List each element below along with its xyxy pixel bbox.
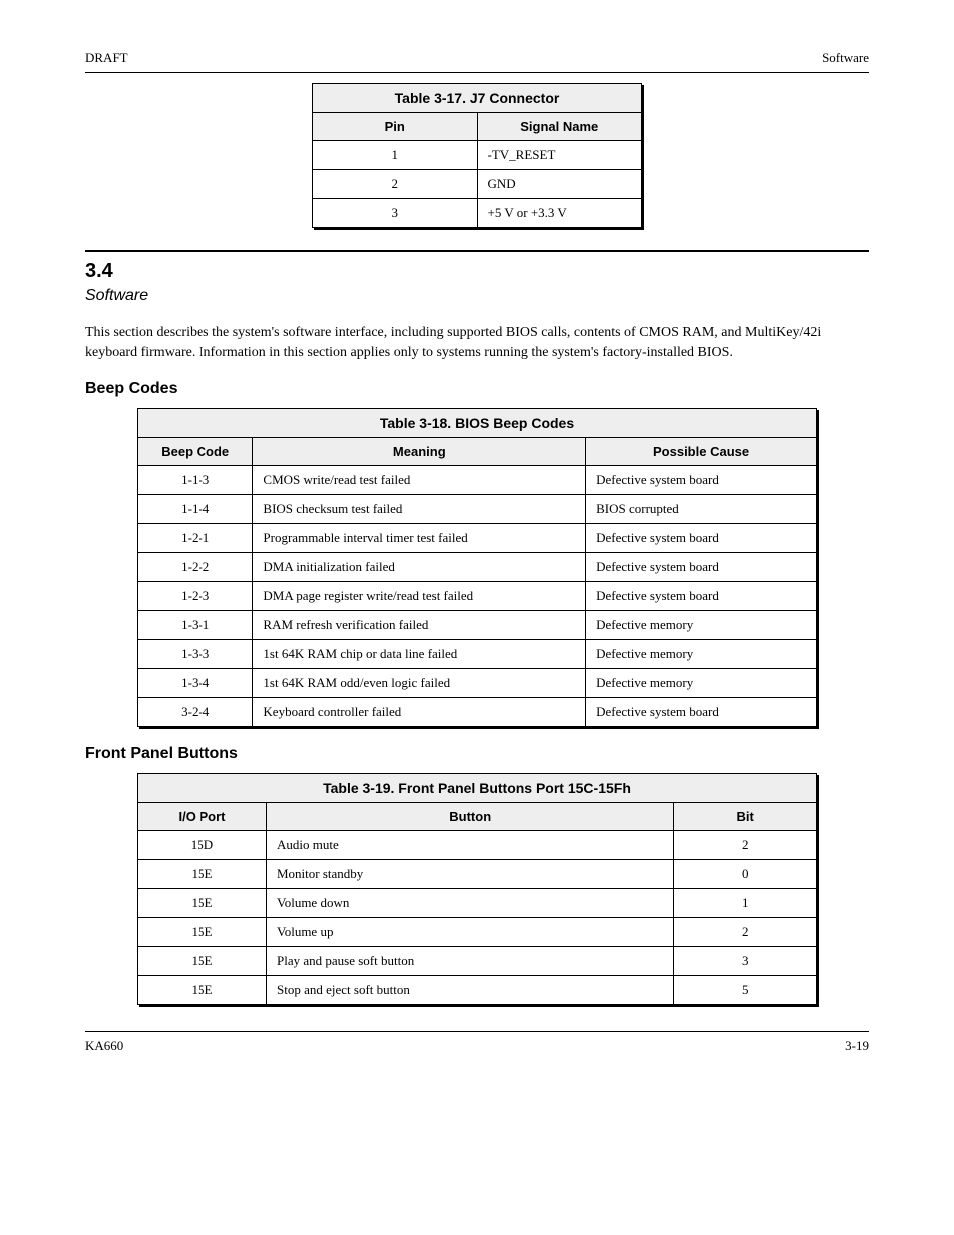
header-left: DRAFT bbox=[85, 50, 128, 66]
table2-h1: Beep Code bbox=[138, 438, 253, 466]
footer-right: 3-19 bbox=[845, 1038, 869, 1054]
subsection-beep-codes: Beep Codes bbox=[85, 380, 869, 398]
table-row: 15DAudio mute2 bbox=[138, 831, 817, 860]
header-rule bbox=[85, 72, 869, 73]
section-number: 3.4 bbox=[85, 260, 869, 283]
table-row: 2GND bbox=[313, 170, 642, 199]
table-row: 15EVolume down1 bbox=[138, 889, 817, 918]
table1-title: Table 3-17. J7 Connector bbox=[313, 84, 642, 113]
table-row: 1-TV_RESET bbox=[313, 141, 642, 170]
table-row: 1-2-2DMA initialization failedDefective … bbox=[138, 553, 817, 582]
table-front-panel-buttons: Table 3-19. Front Panel Buttons Port 15C… bbox=[137, 773, 817, 1005]
table-row: 1-3-41st 64K RAM odd/even logic failedDe… bbox=[138, 669, 817, 698]
table2-h3: Possible Cause bbox=[586, 438, 817, 466]
header-right: Software bbox=[822, 50, 869, 66]
table3-h1: I/O Port bbox=[138, 803, 267, 831]
section-title: Software bbox=[85, 287, 869, 305]
table-j7-connector: Table 3-17. J7 Connector Pin Signal Name… bbox=[312, 83, 642, 228]
table3-h3: Bit bbox=[674, 803, 817, 831]
table-row: 1-3-31st 64K RAM chip or data line faile… bbox=[138, 640, 817, 669]
footer-rule bbox=[85, 1031, 869, 1032]
table-row: 15EPlay and pause soft button3 bbox=[138, 947, 817, 976]
table3-h2: Button bbox=[267, 803, 674, 831]
table-row: 1-3-1RAM refresh verification failedDefe… bbox=[138, 611, 817, 640]
subsection-front-panel: Front Panel Buttons bbox=[85, 745, 869, 763]
table-row: 1-1-3CMOS write/read test failedDefectiv… bbox=[138, 466, 817, 495]
section-paragraph: This section describes the system's soft… bbox=[85, 323, 869, 362]
table-row: 1-1-4BIOS checksum test failedBIOS corru… bbox=[138, 495, 817, 524]
table-row: 15EStop and eject soft button5 bbox=[138, 976, 817, 1005]
table-row: 15EMonitor standby0 bbox=[138, 860, 817, 889]
table-beep-codes: Table 3-18. BIOS Beep Codes Beep Code Me… bbox=[137, 408, 817, 727]
section-rule bbox=[85, 250, 869, 252]
table-row: 3+5 V or +3.3 V bbox=[313, 199, 642, 228]
table-row: 1-2-3DMA page register write/read test f… bbox=[138, 582, 817, 611]
footer-left: KA660 bbox=[85, 1038, 123, 1054]
table1-col1: Pin bbox=[313, 113, 478, 141]
table2-title: Table 3-18. BIOS Beep Codes bbox=[138, 409, 817, 438]
table-row: 15EVolume up2 bbox=[138, 918, 817, 947]
table-row: 3-2-4Keyboard controller failedDefective… bbox=[138, 698, 817, 727]
table2-h2: Meaning bbox=[253, 438, 586, 466]
table3-title: Table 3-19. Front Panel Buttons Port 15C… bbox=[138, 774, 817, 803]
table-row: 1-2-1Programmable interval timer test fa… bbox=[138, 524, 817, 553]
table1-col2: Signal Name bbox=[477, 113, 642, 141]
